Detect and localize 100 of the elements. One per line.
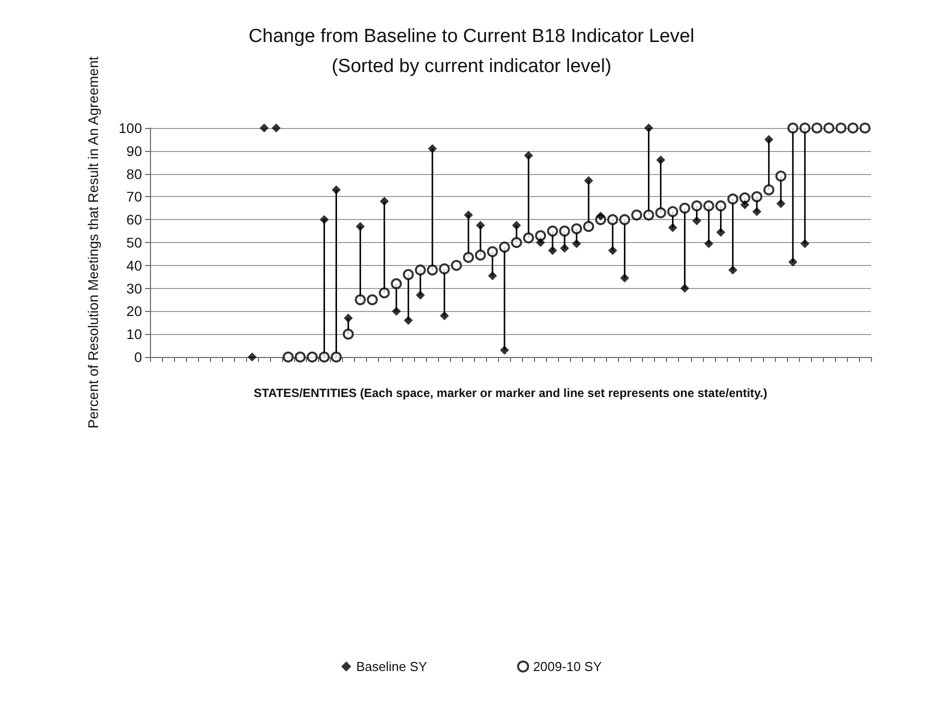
point [775,170,786,182]
point [703,200,714,212]
y-axis-title: Percent of Resolution Meetings that Result in An Agreement [85,56,101,428]
point [716,228,726,237]
point [667,206,678,218]
point [560,244,570,253]
point [404,316,413,325]
point [535,230,546,242]
point [260,124,269,132]
point [740,200,750,210]
point [378,287,390,298]
point [847,122,858,134]
point [344,314,353,323]
y-tick-label: 50 [126,234,142,250]
point [559,226,570,237]
point [680,284,690,293]
point [584,176,594,186]
point [390,278,402,290]
y-tick-label: 100 [118,120,142,136]
point [704,239,714,248]
y-tick-label: 60 [126,212,142,228]
point [727,193,738,204]
point [788,257,798,266]
point [450,260,462,271]
point [402,269,414,280]
point [728,265,738,274]
chart-subtitle: (Sorted by current indicator level) [332,56,612,77]
point [655,207,666,218]
point [656,156,666,165]
point [306,352,318,362]
point [248,352,257,362]
legend-label: Baseline SY [356,659,428,674]
y-tick-label: 0 [134,349,142,365]
y-tick-label: 30 [126,280,142,296]
y-tick-label: 70 [126,188,142,205]
point [320,215,329,224]
x-axis-title: STATES/ENTITIES (Each space, marker or marker and line set represents one state/entity.) [254,386,768,400]
point [486,246,498,258]
point [500,346,509,355]
point [523,232,534,244]
point [776,199,786,208]
point [572,239,582,248]
point [799,122,810,134]
point [488,271,497,280]
point [607,214,618,226]
point [764,134,774,144]
point [416,290,425,300]
point [763,184,774,196]
y-tick-label: 90 [126,142,142,159]
point [428,144,437,154]
point [596,212,606,221]
point [366,294,378,306]
point [438,263,450,274]
point [332,185,341,194]
point [571,223,582,234]
y-tick-label: 80 [126,166,142,182]
point [440,311,449,320]
point [800,239,810,248]
point [548,246,558,256]
y-tick-label: 20 [126,303,142,320]
point [739,192,750,204]
point [330,352,342,362]
point [751,191,762,202]
point [524,150,534,160]
point [619,214,630,226]
legend-label: 2009-10 SY [533,659,602,674]
point [715,200,726,212]
point [499,242,510,253]
point [464,210,473,220]
point [679,202,690,214]
point [474,250,486,261]
point [811,122,822,134]
point [462,252,474,263]
y-tick-label: 40 [126,257,142,274]
point [620,273,630,282]
point [342,328,354,340]
point [787,122,798,134]
point [631,210,642,221]
point [823,122,834,134]
point [643,210,654,221]
point [547,226,558,237]
point [282,352,294,362]
point [668,223,678,232]
point [691,200,702,212]
point [380,196,389,206]
point [511,237,522,248]
point [512,220,522,230]
point [318,352,330,362]
point [294,352,306,362]
point [476,220,485,230]
point [644,124,654,132]
point [583,220,594,232]
point [835,122,846,134]
chart-title: Change from Baseline to Current B18 Indicator Level [248,26,694,47]
point [392,306,401,316]
point [860,122,870,134]
point [536,238,546,247]
y-tick-label: 10 [126,326,142,342]
point [692,216,702,226]
point [752,207,762,216]
